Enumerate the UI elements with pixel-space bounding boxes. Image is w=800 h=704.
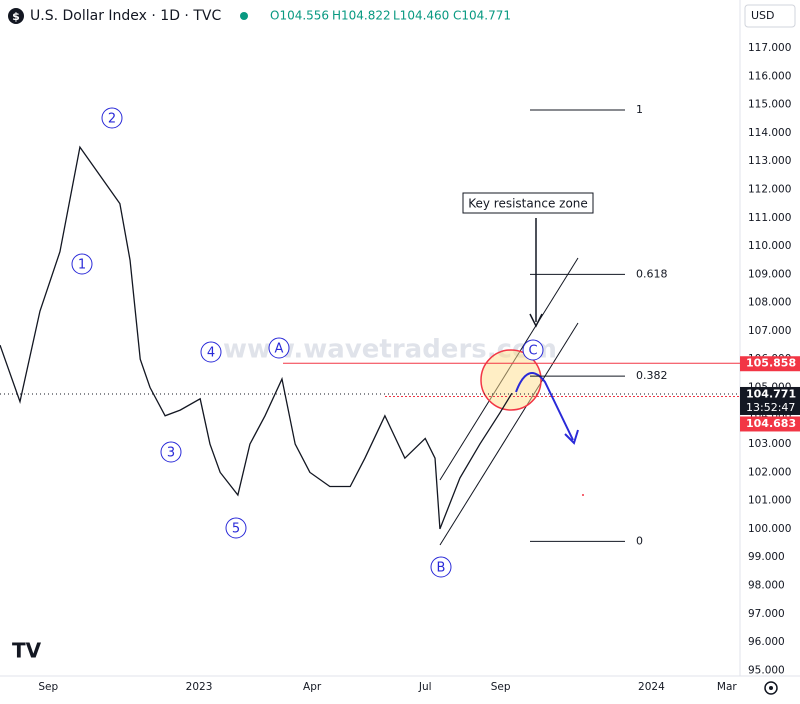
x-tick-label: Sep [38,681,58,693]
y-tick-label: 100.000 [748,523,791,535]
ohlc-open: O104.556 [270,9,329,23]
price-label: 104.683 [746,417,796,430]
y-tick-label: 116.000 [748,70,791,82]
price-label: 105.858 [746,357,796,370]
wave-label-circle [268,337,290,359]
chart-title: U.S. Dollar Index · 1D · TVC [30,8,221,24]
channel-line [439,322,579,546]
wave-label-circle [71,253,93,275]
y-tick-label: 111.000 [748,212,791,224]
y-tick-label: 98.000 [748,579,785,591]
y-tick-label: 117.000 [748,42,791,54]
x-tick-label: Mar [717,681,737,693]
wave-label-circle [101,107,123,129]
x-tick-label: 2023 [186,681,213,693]
y-tick-label: 102.000 [748,466,791,478]
fib-label: 0.382 [636,369,668,382]
annotation: Key resistance zone [468,197,588,211]
wave-label: B [437,561,446,576]
y-tick-label: 107.000 [748,325,791,337]
wave-label: 4 [207,346,215,361]
currency-button[interactable] [744,4,796,28]
ohlc-close: C104.771 [453,9,511,23]
y-tick-label: 95.000 [748,664,785,676]
symbol-icon [8,8,24,24]
ohlc-high: H104.822 [332,9,391,23]
y-tick-label: 99.000 [748,551,785,563]
y-tick-label: 96.000 [748,636,785,648]
x-tick-label: Jul [418,681,432,693]
wave-label: 1 [78,258,86,273]
wave-label-circle [225,517,247,539]
fib-label: 0 [636,534,643,547]
price-label: 104.771 [746,387,796,400]
pointer-arrow-head [529,313,543,328]
wave-label-circle [430,556,452,578]
y-tick-label: 114.000 [748,127,791,139]
price-label-box [740,416,800,432]
x-tick-label: 2024 [638,681,665,693]
wave-label: 5 [232,522,240,537]
y-tick-label: 112.000 [748,184,791,196]
y-tick-label: 109.000 [748,268,791,280]
tv-logo: TV [12,639,42,663]
x-tick-label: Sep [491,681,511,693]
resistance-circle [480,349,542,411]
projection-arrow [515,372,574,441]
dot [582,494,584,496]
y-tick-label: 101.000 [748,495,791,507]
x-tick-label: Apr [303,681,322,693]
fib-label: 1 [636,103,643,116]
y-tick-label: 97.000 [748,608,785,620]
symbol-icon-glyph: $ [12,10,20,23]
price-line-series [0,145,513,530]
y-tick-label: 115.000 [748,99,791,111]
wave-label: 2 [108,112,116,127]
y-tick-label: 108.000 [748,297,791,309]
status-dot [240,12,248,20]
wave-label: 3 [167,446,175,461]
wave-label: A [275,342,284,357]
price-label-box [740,386,800,415]
settings-icon-center[interactable] [769,686,773,690]
price-label-box [740,356,800,372]
wave-label: C [528,344,537,359]
ohlc-low: L104.460 [393,9,449,23]
annotation-box [462,192,594,214]
projection-arrow-head [564,429,579,445]
currency-label[interactable]: USD [751,9,775,22]
wave-label-circle [160,441,182,463]
settings-icon[interactable] [764,681,778,695]
y-tick-label: 103.000 [748,438,791,450]
y-tick-label: 110.000 [748,240,791,252]
y-tick-label: 113.000 [748,155,791,167]
wave-label-circle [522,339,544,361]
wave-label-circle [200,341,222,363]
fib-label: 0.618 [636,267,668,280]
countdown: 13:52:47 [746,401,795,414]
